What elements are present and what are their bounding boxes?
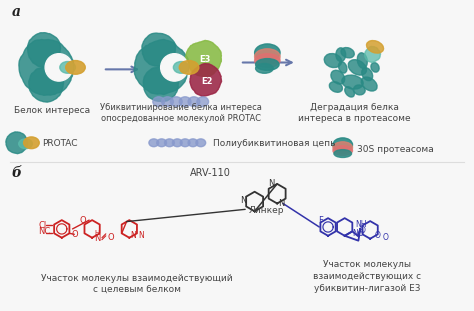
Text: N: N	[278, 199, 284, 208]
Text: E2: E2	[201, 77, 212, 86]
Polygon shape	[29, 67, 64, 102]
Ellipse shape	[336, 48, 346, 62]
Ellipse shape	[255, 54, 280, 67]
Text: а: а	[12, 6, 21, 20]
Ellipse shape	[196, 139, 206, 147]
Text: O: O	[359, 226, 365, 235]
Ellipse shape	[354, 85, 365, 95]
Ellipse shape	[331, 70, 345, 84]
Text: O: O	[72, 230, 78, 239]
Polygon shape	[186, 40, 221, 77]
Ellipse shape	[357, 53, 367, 68]
Ellipse shape	[180, 139, 190, 147]
Ellipse shape	[366, 40, 383, 53]
Polygon shape	[19, 39, 74, 95]
Ellipse shape	[371, 63, 379, 72]
Text: Cl: Cl	[38, 221, 47, 230]
Ellipse shape	[162, 97, 173, 107]
Polygon shape	[6, 132, 27, 154]
Ellipse shape	[179, 97, 191, 107]
Text: Линкер: Линкер	[248, 206, 283, 215]
Text: Белок интереса: Белок интереса	[14, 106, 90, 115]
Polygon shape	[365, 46, 381, 63]
Ellipse shape	[157, 139, 166, 147]
Text: O: O	[383, 233, 389, 242]
Text: E3: E3	[199, 55, 210, 64]
Ellipse shape	[329, 82, 342, 92]
Ellipse shape	[173, 139, 182, 147]
Ellipse shape	[18, 139, 32, 149]
Polygon shape	[142, 33, 175, 66]
Ellipse shape	[149, 139, 159, 147]
Ellipse shape	[338, 62, 347, 73]
Text: N: N	[94, 234, 100, 243]
Ellipse shape	[345, 87, 355, 97]
Ellipse shape	[362, 68, 373, 81]
Text: N: N	[138, 231, 144, 240]
Polygon shape	[134, 39, 189, 95]
Text: 30S протеасома: 30S протеасома	[357, 145, 434, 154]
Ellipse shape	[45, 54, 73, 81]
Text: NC: NC	[38, 227, 51, 236]
Text: Полиубиквитиновая цепь: Полиубиквитиновая цепь	[212, 139, 335, 148]
Polygon shape	[190, 64, 221, 96]
Ellipse shape	[341, 48, 354, 58]
Ellipse shape	[153, 97, 164, 107]
Polygon shape	[143, 67, 179, 102]
Ellipse shape	[255, 63, 273, 73]
Text: PROTAC: PROTAC	[42, 139, 78, 148]
Text: ARV-110: ARV-110	[190, 168, 231, 178]
Text: O: O	[108, 233, 114, 242]
Text: N: N	[240, 196, 246, 205]
Text: б: б	[12, 166, 22, 180]
Ellipse shape	[334, 150, 352, 157]
Ellipse shape	[255, 58, 279, 70]
Text: O: O	[80, 216, 86, 225]
Ellipse shape	[348, 60, 366, 75]
Ellipse shape	[333, 138, 353, 151]
Ellipse shape	[161, 54, 188, 81]
Text: H: H	[94, 230, 100, 236]
Ellipse shape	[173, 62, 189, 73]
Text: Участок молекулы взаимодействующий
с целевым белком: Участок молекулы взаимодействующий с цел…	[41, 274, 233, 295]
Ellipse shape	[171, 97, 182, 107]
Ellipse shape	[255, 49, 280, 64]
Text: Участок молекулы
взаимодействующих с
убиквитин-лигазой E3: Участок молекулы взаимодействующих с уби…	[313, 260, 421, 293]
Text: N: N	[353, 229, 358, 238]
Ellipse shape	[66, 61, 85, 74]
Ellipse shape	[24, 137, 39, 149]
Text: Деградация белка
интереса в протеасоме: Деградация белка интереса в протеасоме	[298, 103, 411, 123]
Text: N: N	[268, 179, 274, 188]
Ellipse shape	[164, 139, 174, 147]
Ellipse shape	[333, 142, 353, 154]
Ellipse shape	[179, 61, 199, 74]
Ellipse shape	[188, 139, 198, 147]
Ellipse shape	[255, 44, 280, 62]
Ellipse shape	[361, 77, 377, 91]
Text: F: F	[318, 216, 323, 225]
Polygon shape	[27, 33, 61, 67]
Text: O: O	[357, 229, 363, 238]
Ellipse shape	[197, 97, 209, 107]
Ellipse shape	[342, 75, 363, 89]
Text: Убиквитинирование белка интереса
опосредованное молекулой PROTAC: Убиквитинирование белка интереса опосред…	[100, 103, 262, 123]
Ellipse shape	[188, 97, 200, 107]
Text: NH: NH	[355, 220, 366, 230]
Ellipse shape	[60, 62, 75, 73]
Ellipse shape	[324, 53, 342, 67]
Text: N: N	[130, 231, 136, 240]
Ellipse shape	[333, 146, 353, 156]
Text: O: O	[375, 231, 381, 240]
